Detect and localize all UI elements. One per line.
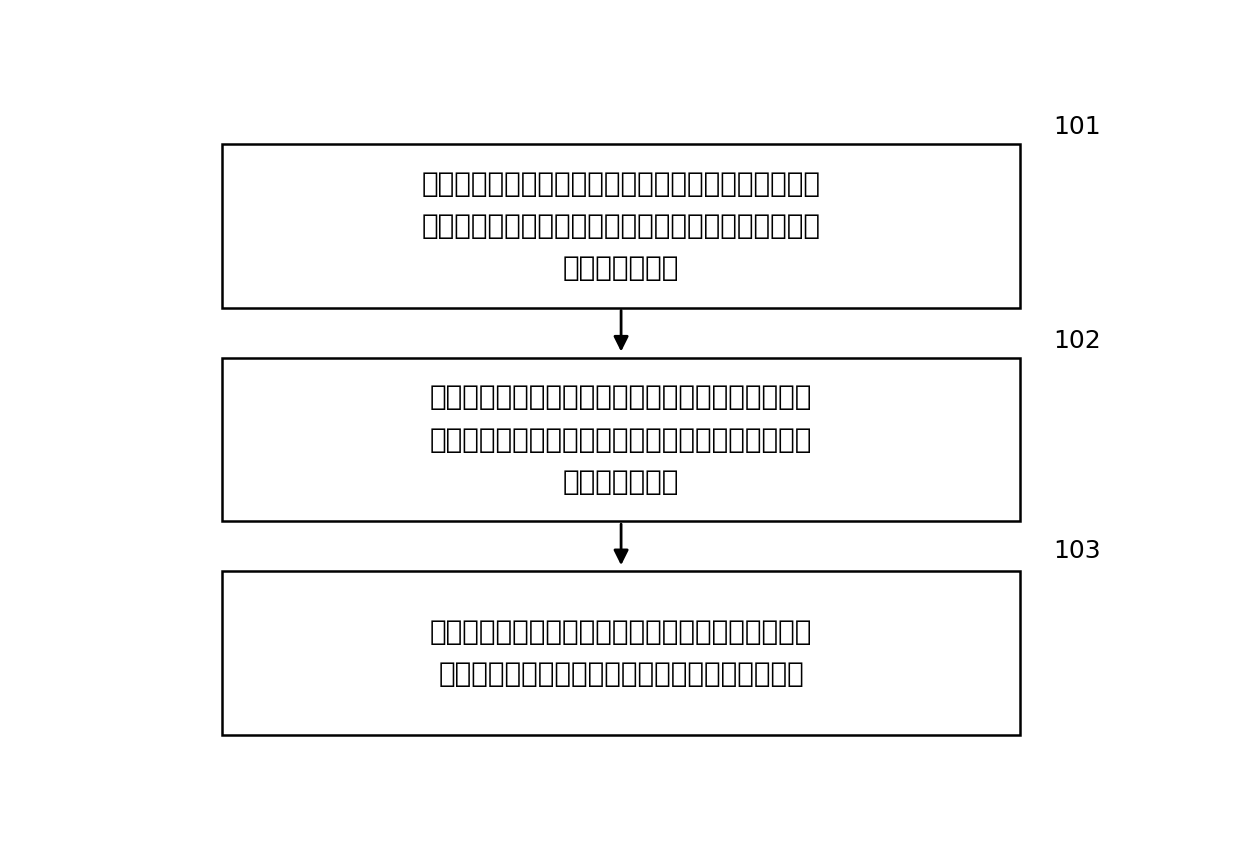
Text: 基于预选的刻蚀图案，逐个光刻每一个电阻芯片单元
保护层上的掩膜层，以将预选的刻蚀图案逐个地转移
至对应的掩膜层: 基于预选的刻蚀图案，逐个光刻每一个电阻芯片单元 保护层上的掩膜层，以将预选的刻蚀… — [430, 383, 812, 496]
Text: 102: 102 — [1054, 329, 1101, 353]
FancyBboxPatch shape — [222, 144, 1019, 308]
Text: 基于光刻后的掩膜层对保护层进行刻蚀，以暴露电阻
薄层，所暴露的电阻薄层区域具有预选的刻蚀图案: 基于光刻后的掩膜层对保护层进行刻蚀，以暴露电阻 薄层，所暴露的电阻薄层区域具有预… — [430, 618, 812, 688]
FancyBboxPatch shape — [222, 358, 1019, 521]
FancyBboxPatch shape — [222, 571, 1019, 735]
Text: 提供半导体衬底，并形成若干有源区，在每一个有源区
的半导体衬底的上部均形成电阻薄层，在电阻薄层的上
表面形成保护层: 提供半导体衬底，并形成若干有源区，在每一个有源区 的半导体衬底的上部均形成电阻薄… — [422, 170, 821, 282]
Text: 103: 103 — [1054, 539, 1101, 564]
Text: 101: 101 — [1054, 115, 1101, 140]
